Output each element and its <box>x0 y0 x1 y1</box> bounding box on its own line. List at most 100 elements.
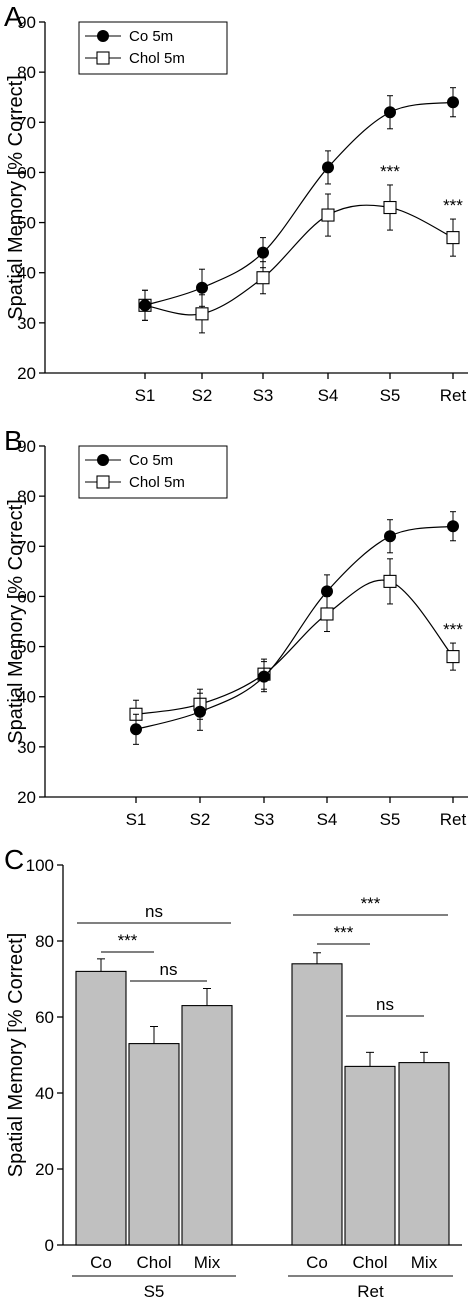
y-tick-label: 80 <box>17 63 36 82</box>
legend-label: Co 5m <box>129 28 173 45</box>
x-tick-label: Co <box>90 1253 112 1272</box>
series-line <box>144 101 454 306</box>
series-line <box>144 204 454 316</box>
panel-letter: C <box>4 844 24 875</box>
y-tick-label: 20 <box>17 364 36 383</box>
data-point <box>446 650 460 664</box>
legend-marker <box>97 454 109 466</box>
y-tick-label: 30 <box>17 314 36 333</box>
series-co-5m <box>130 511 459 745</box>
comparison-label: ns <box>160 960 178 979</box>
comparison: *** <box>293 894 448 916</box>
comparison: ns <box>346 995 424 1017</box>
legend-label: Co 5m <box>129 452 173 469</box>
y-tick-label: 50 <box>17 214 36 233</box>
y-tick-label: 40 <box>35 1084 54 1103</box>
legend-marker <box>96 475 110 489</box>
comparison: ns <box>77 902 231 924</box>
legend: Co 5m Chol 5m <box>78 445 228 499</box>
data-point <box>446 231 460 245</box>
y-tick-label: 50 <box>17 638 36 657</box>
x-tick-label: Chol <box>137 1253 172 1272</box>
comparison-label: *** <box>118 931 138 950</box>
x-tick-label: Chol <box>353 1253 388 1272</box>
x-tick-label: S1 <box>135 386 156 405</box>
data-point <box>320 607 334 621</box>
x-tick-label: S3 <box>253 386 274 405</box>
y-tick-label: 80 <box>17 487 36 506</box>
x-tick-label: Ret <box>440 386 467 405</box>
panel-c: C 0 20 40 60 80 100 Spatial Memory [% Correct] C… <box>4 844 462 1300</box>
y-tick-label: 20 <box>35 1160 54 1179</box>
significance-annotation: *** <box>443 620 463 639</box>
data-point <box>258 670 270 683</box>
y-tick-label: 80 <box>35 932 54 951</box>
x-tick-label: Mix <box>194 1253 221 1272</box>
data-point <box>447 96 459 109</box>
bar-group-s5: Co Chol Mix S5 <box>72 958 236 1300</box>
comparison-label: ns <box>376 995 394 1014</box>
data-point <box>256 271 270 285</box>
y-axis-label: Spatial Memory [% Correct] <box>5 499 27 744</box>
y-tick-label: 60 <box>35 1008 54 1027</box>
significance-annotation: *** <box>443 196 463 215</box>
y-axis-label: Spatial Memory [% Correct] <box>5 933 27 1178</box>
data-point <box>257 246 269 259</box>
y-tick-label: 60 <box>17 163 36 182</box>
series-line <box>135 579 454 715</box>
x-tick-label: S5 <box>380 810 401 829</box>
comparison-label: *** <box>361 894 381 913</box>
data-point <box>194 705 206 718</box>
y-tick-label: 0 <box>45 1236 54 1255</box>
y-tick-label: 70 <box>17 113 36 132</box>
legend-marker <box>97 30 109 42</box>
x-tick-label: S2 <box>192 386 213 405</box>
y-tick-label: 20 <box>17 788 36 807</box>
comparison: *** <box>317 923 370 945</box>
comparison: *** <box>101 931 154 953</box>
y-tick-label: 90 <box>17 437 36 456</box>
y-tick-label: 90 <box>17 13 36 32</box>
series-co-5m <box>139 87 459 321</box>
y-tick-label: 60 <box>17 587 36 606</box>
series-chol-5m <box>129 558 460 729</box>
panel-letter: A <box>4 1 23 32</box>
bar <box>398 1062 450 1246</box>
data-point <box>130 723 142 736</box>
panel-b: B 20 30 40 50 60 70 80 90 S1 S2 S3 S4 S5 Ret Spatial Me… <box>4 425 468 829</box>
y-tick-label: 40 <box>17 688 36 707</box>
series-line <box>135 525 454 730</box>
comparison: ns <box>130 960 207 982</box>
x-tick-label: S4 <box>318 386 339 405</box>
x-tick-label: S5 <box>380 386 401 405</box>
data-point <box>196 281 208 294</box>
legend-label: Chol 5m <box>129 474 185 491</box>
y-tick-label: 30 <box>17 738 36 757</box>
data-point <box>383 200 397 215</box>
bar <box>75 970 127 1246</box>
legend-label: Chol 5m <box>129 50 185 67</box>
x-tick-label: S2 <box>190 810 211 829</box>
group-label: Ret <box>357 1282 384 1300</box>
x-tick-label: Mix <box>411 1253 438 1272</box>
panel-a: A 20 30 40 50 60 70 80 90 S1 S2 S3 S4 S5 Ret Spatial Me… <box>4 1 468 405</box>
significance-annotation: *** <box>380 162 400 181</box>
x-tick-label: Co <box>306 1253 328 1272</box>
y-tick-label: 70 <box>17 537 36 556</box>
comparison-label: *** <box>334 923 354 942</box>
legend-marker <box>96 51 110 65</box>
x-tick-label: Ret <box>440 810 467 829</box>
x-tick-label: S1 <box>126 810 147 829</box>
data-point <box>322 161 334 174</box>
data-point <box>384 530 396 543</box>
x-tick-label: S4 <box>317 810 338 829</box>
bar <box>344 1065 396 1246</box>
bar-group-ret: Co Chol Mix Ret <box>288 952 453 1300</box>
panel-letter: B <box>4 425 23 456</box>
bar <box>291 963 343 1246</box>
y-tick-label: 40 <box>17 264 36 283</box>
data-point <box>139 299 151 312</box>
data-point <box>321 585 333 598</box>
x-tick-label: S3 <box>254 810 275 829</box>
